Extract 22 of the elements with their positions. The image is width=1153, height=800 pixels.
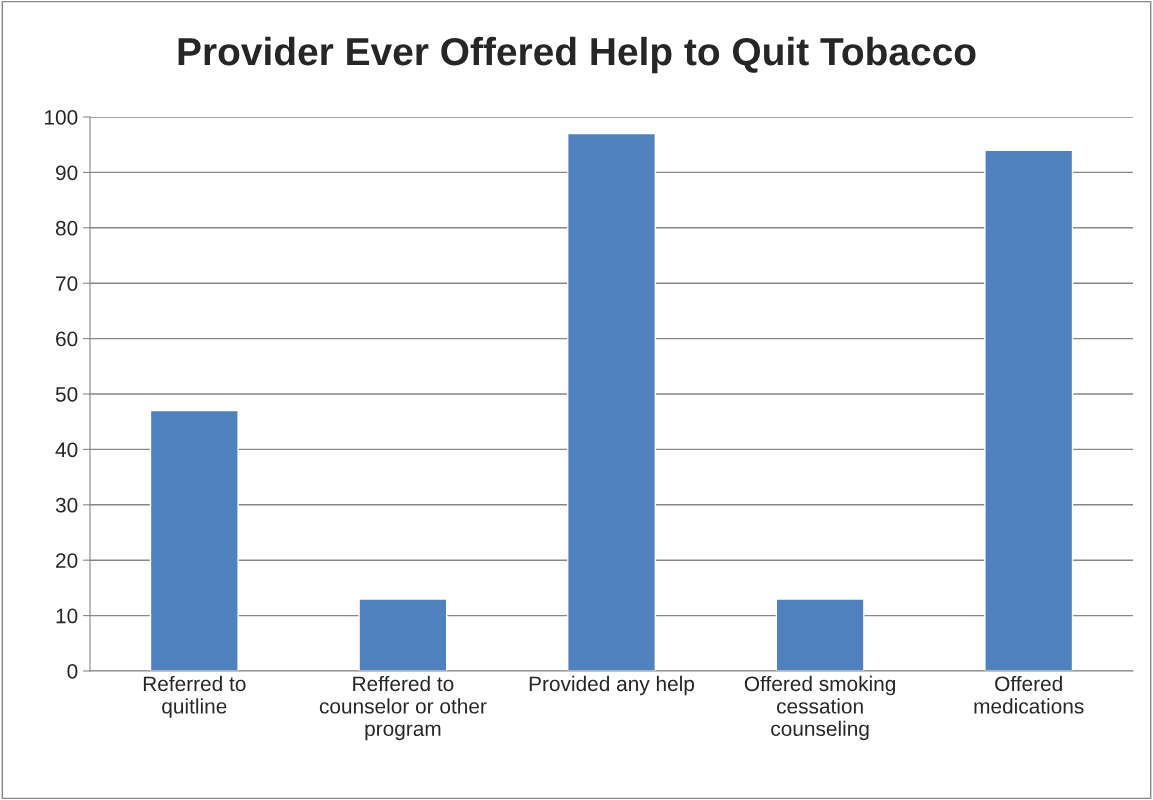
- bar: [149, 409, 239, 671]
- x-tick-label: Offered medications: [974, 675, 1084, 714]
- bar: [984, 149, 1074, 671]
- y-tick-label: 20: [56, 553, 78, 568]
- y-tick-label: 60: [56, 331, 78, 347]
- x-tick-label: Referred to quitline: [143, 675, 246, 718]
- x-tick-label: Offered smoking cessation counseling: [744, 675, 895, 741]
- y-tick-label: 70: [56, 276, 78, 291]
- x-tick-label: Provided any help: [529, 675, 695, 696]
- y-tick-label: 90: [56, 165, 78, 181]
- y-tick-label: 40: [55, 442, 78, 458]
- y-tick-label: 0: [67, 664, 78, 679]
- x-tick-label: Reffered to counselor or other program: [319, 675, 487, 741]
- y-tick-label: 10: [56, 608, 78, 624]
- y-tick-label: 30: [55, 497, 78, 513]
- y-tick-label: 80: [55, 220, 78, 236]
- chart-title: Provider Ever Offered Help to Quit Tobacco: [178, 36, 976, 74]
- bar: [566, 132, 657, 671]
- y-tick-label: 50: [55, 387, 78, 402]
- bar: [358, 598, 448, 671]
- y-tick-label: 100: [45, 110, 78, 125]
- bar: [775, 598, 865, 671]
